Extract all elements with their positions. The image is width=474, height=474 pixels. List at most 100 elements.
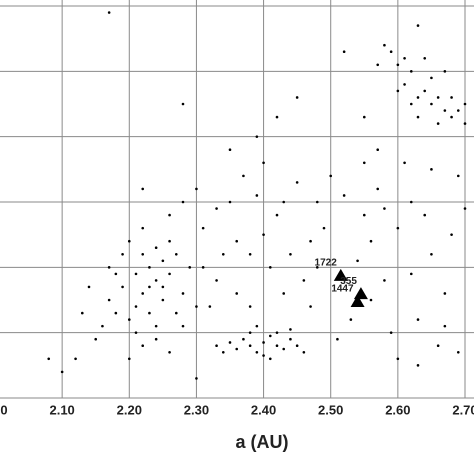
point [456, 174, 460, 178]
point [463, 122, 467, 125]
point [396, 63, 400, 67]
point [430, 102, 433, 106]
point [295, 344, 299, 348]
point [309, 305, 312, 308]
point-label: 1447 [331, 284, 354, 295]
marker-triangle [350, 294, 365, 307]
point [282, 200, 286, 204]
point [107, 11, 111, 14]
point [148, 285, 151, 289]
point [275, 213, 279, 217]
point [329, 174, 333, 178]
point [362, 161, 366, 165]
point [423, 56, 427, 60]
marker-triangle [333, 268, 348, 281]
point [275, 344, 279, 348]
point [268, 266, 272, 269]
point [302, 350, 306, 354]
point [262, 161, 265, 165]
point [154, 337, 158, 341]
point [255, 350, 259, 354]
point [134, 331, 138, 334]
point [383, 43, 386, 47]
point [168, 213, 171, 217]
point [248, 252, 252, 256]
point [315, 200, 319, 204]
point [409, 200, 413, 204]
point [450, 233, 453, 236]
point [275, 115, 279, 119]
point [322, 226, 326, 230]
point [87, 285, 91, 289]
point [463, 102, 467, 106]
point [423, 213, 427, 217]
point [174, 252, 178, 256]
point [127, 357, 131, 361]
point [228, 341, 232, 344]
point [134, 305, 138, 308]
point [228, 200, 232, 204]
point [60, 370, 64, 374]
point [188, 266, 192, 269]
point [181, 200, 185, 204]
x-tick-label: 2.70 [452, 402, 474, 417]
point [342, 194, 346, 197]
point [107, 298, 111, 302]
point [416, 364, 420, 367]
point [101, 324, 104, 328]
point [154, 246, 158, 250]
point [195, 377, 198, 380]
point [356, 259, 359, 263]
point [141, 252, 145, 256]
point [409, 272, 413, 276]
point [141, 226, 145, 230]
point [416, 96, 420, 99]
point [376, 187, 380, 191]
point [195, 305, 198, 308]
x-tick-label: 2.10 [49, 402, 74, 417]
point [148, 266, 151, 269]
point [443, 292, 447, 295]
point [389, 331, 393, 334]
point [215, 344, 218, 348]
point [168, 350, 171, 354]
point [383, 279, 386, 282]
point [262, 341, 265, 344]
point [443, 324, 447, 328]
point [383, 207, 386, 210]
point [255, 194, 259, 197]
point [215, 279, 218, 282]
x-tick-label: 2.20 [117, 402, 142, 417]
point [289, 337, 292, 341]
x-tick-label: 2.50 [318, 402, 343, 417]
point [295, 181, 299, 184]
point [336, 337, 339, 341]
point [376, 63, 380, 67]
point [416, 115, 420, 119]
point [262, 354, 265, 357]
point [248, 344, 252, 348]
point [409, 70, 413, 73]
point [403, 56, 406, 60]
point [416, 318, 420, 321]
point [403, 83, 406, 86]
point [255, 135, 259, 138]
point [403, 161, 406, 165]
point [362, 115, 366, 119]
point [436, 122, 440, 125]
point [168, 272, 171, 276]
point [141, 187, 145, 191]
point [309, 239, 312, 243]
point [154, 324, 158, 328]
point [161, 298, 165, 302]
point [181, 102, 185, 106]
marker-triangle [353, 287, 368, 300]
point [315, 266, 319, 269]
point [221, 350, 225, 354]
point [242, 337, 245, 341]
point [443, 109, 447, 112]
point [161, 285, 165, 289]
point [456, 350, 460, 354]
point [181, 324, 185, 328]
point [174, 311, 178, 315]
